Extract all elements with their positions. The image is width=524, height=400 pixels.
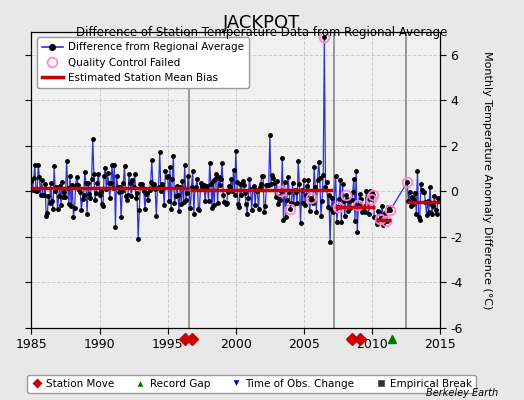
Text: JACKPOT: JACKPOT (223, 14, 301, 32)
Legend: Station Move, Record Gap, Time of Obs. Change, Empirical Break: Station Move, Record Gap, Time of Obs. C… (27, 375, 476, 393)
Text: Difference of Station Temperature Data from Regional Average: Difference of Station Temperature Data f… (77, 26, 447, 39)
Y-axis label: Monthly Temperature Anomaly Difference (°C): Monthly Temperature Anomaly Difference (… (483, 51, 493, 309)
Text: Berkeley Earth: Berkeley Earth (425, 388, 498, 398)
